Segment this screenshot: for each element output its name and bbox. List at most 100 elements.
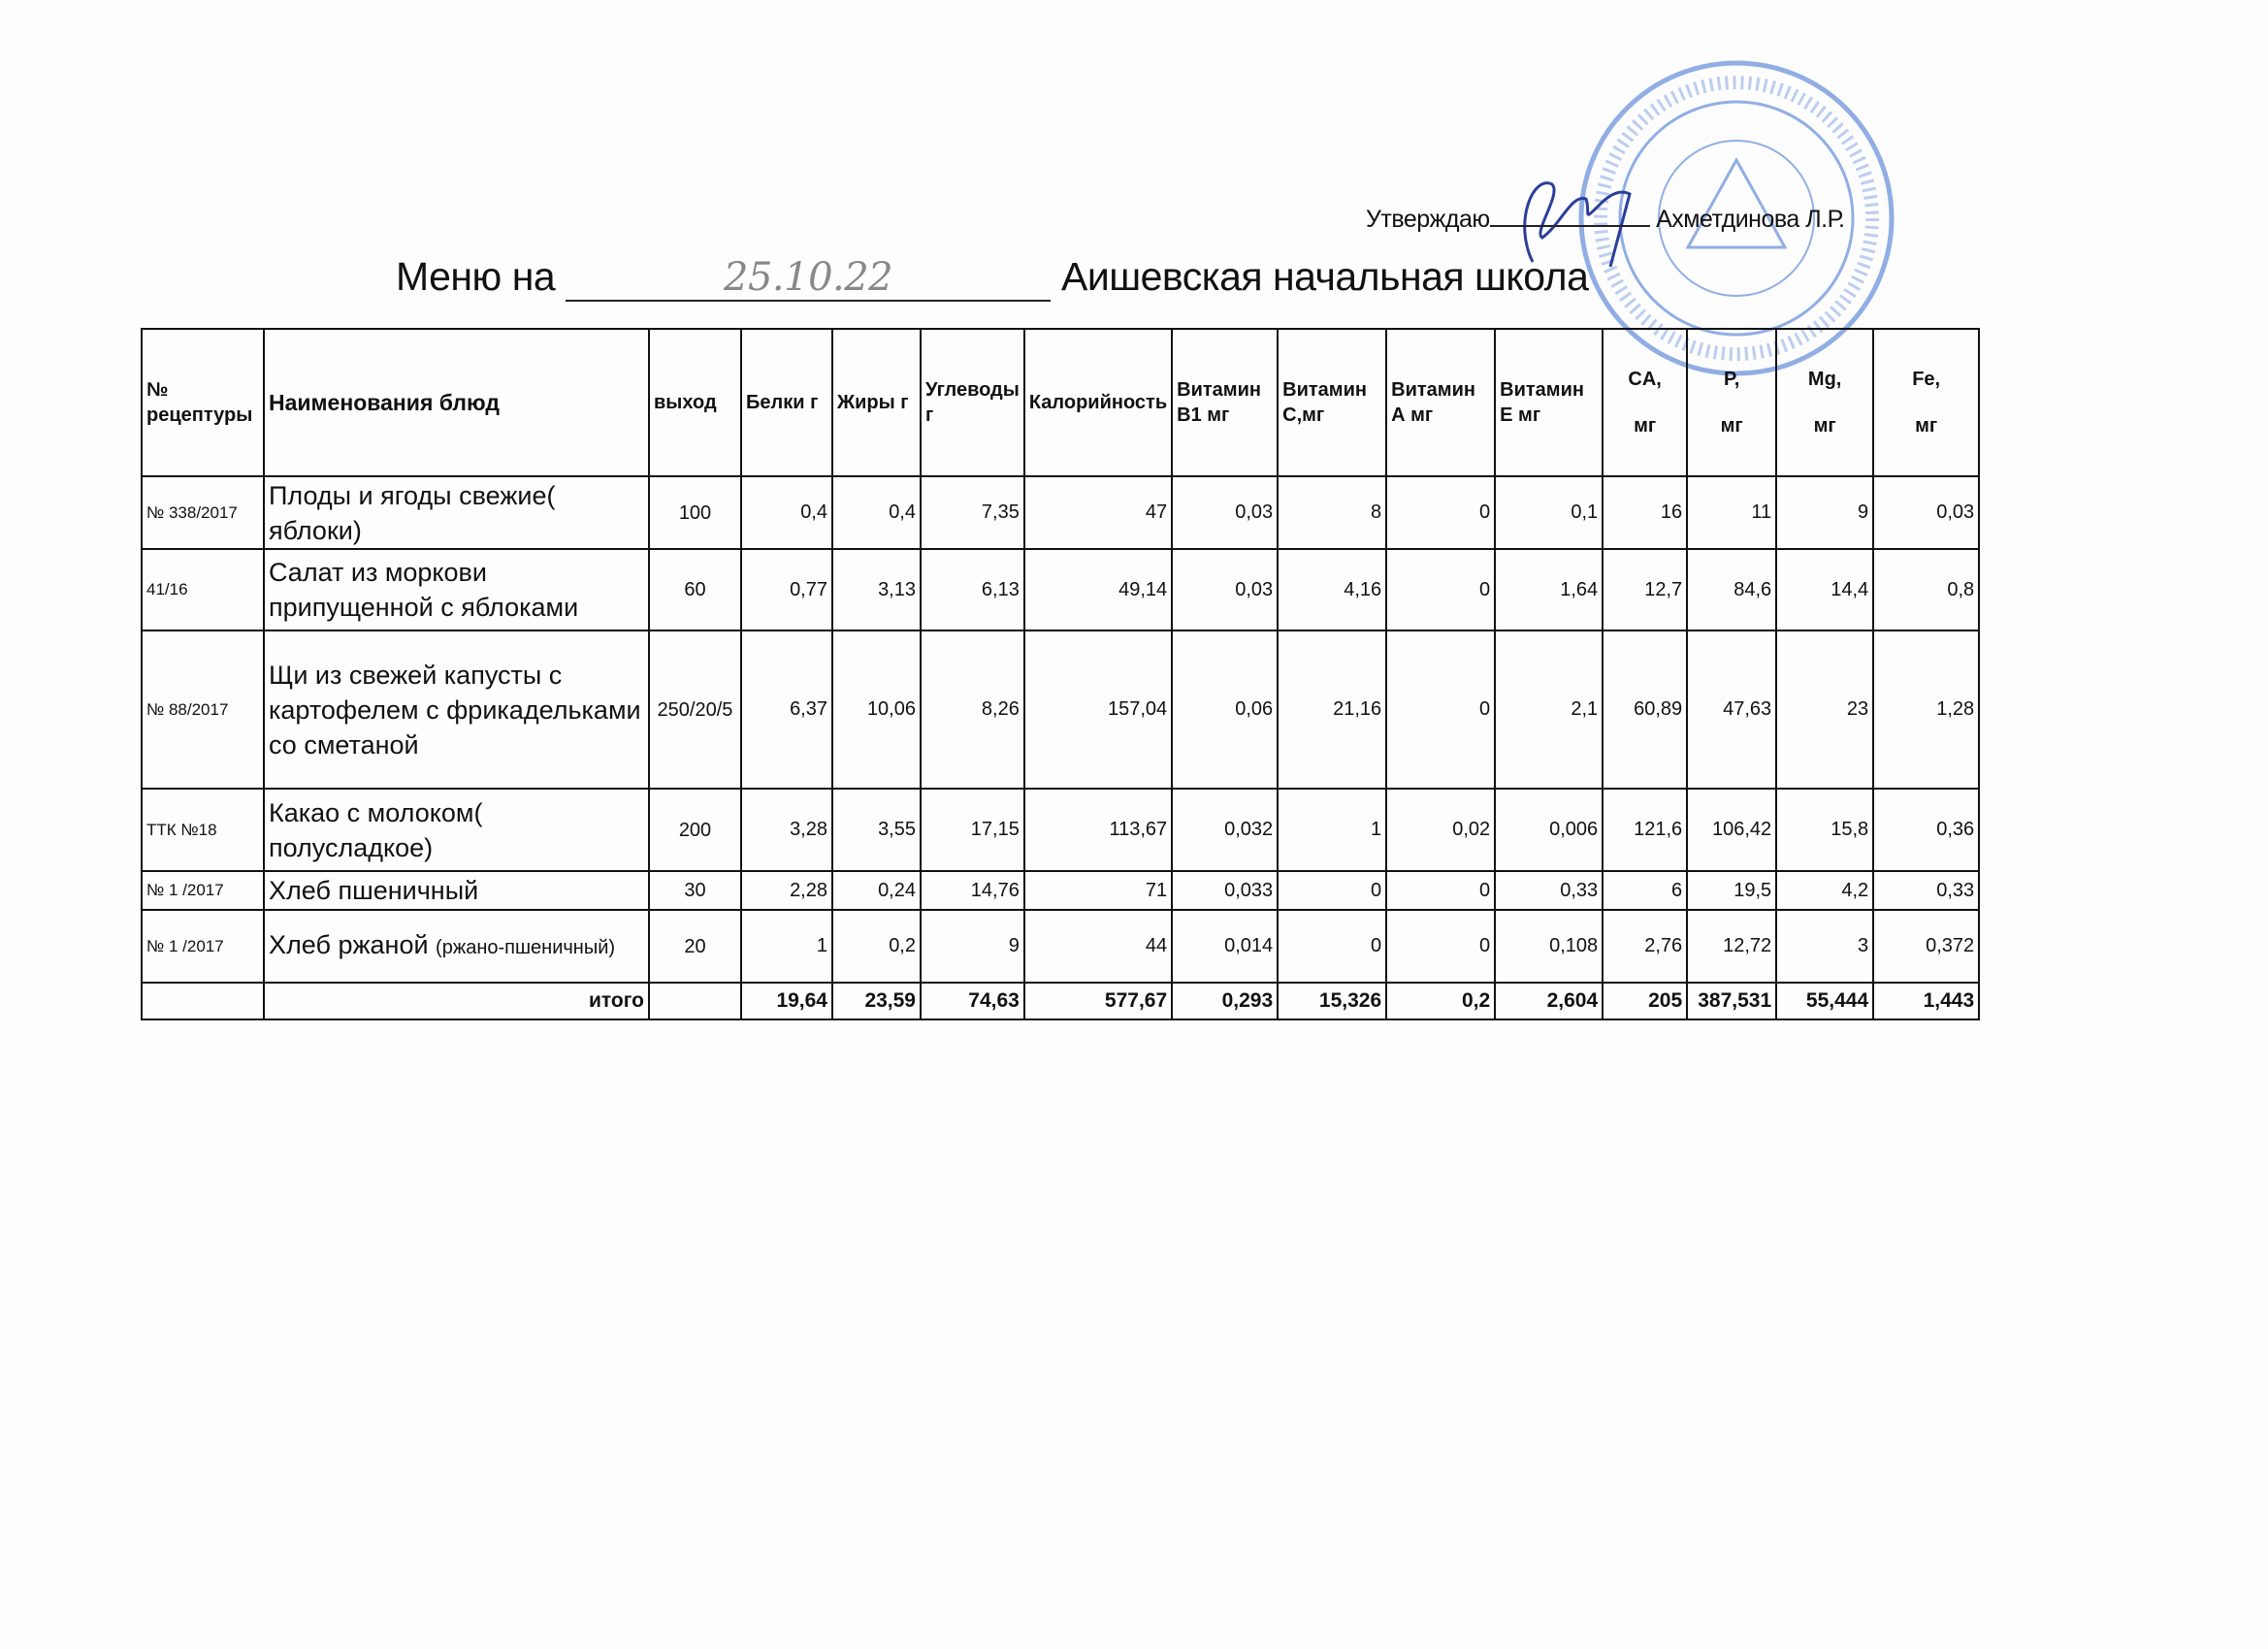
nutrient-value: 15,8	[1775, 788, 1875, 872]
dish-name-text: Хлеб ржаной	[269, 930, 437, 959]
nutrient-value: 3	[1775, 909, 1875, 984]
nutrient-value: 1,28	[1872, 630, 1981, 790]
nutrient-value: 14,76	[920, 870, 1025, 911]
nutrient-value: 47,63	[1686, 630, 1778, 790]
nutrient-value: 2,28	[740, 870, 833, 911]
nutrient-value: 6	[1602, 870, 1689, 911]
column-header: Витамин В1 мг	[1171, 328, 1280, 477]
total-value: 387,531	[1686, 982, 1778, 1020]
title-prefix: Меню на	[396, 254, 556, 299]
nutrient-value: 47	[1022, 475, 1174, 550]
nutrient-value: 121,6	[1602, 788, 1689, 872]
nutrient-value: 157,04	[1022, 630, 1174, 790]
page-title: Меню на 25.10.22 Аишевская начальная шко…	[396, 254, 1589, 302]
nutrient-value: 3,13	[831, 548, 922, 631]
column-header-text: Витамин В1 мг	[1177, 379, 1261, 426]
column-header-text: Калорийность	[1028, 392, 1168, 413]
total-value: 0,293	[1171, 982, 1280, 1020]
recipe-number: ТТК №18	[141, 788, 265, 872]
nutrient-value: 14,4	[1775, 548, 1875, 631]
nutrient-value: 0,02	[1385, 788, 1497, 872]
signature	[1523, 181, 1632, 268]
nutrient-value: 0	[1277, 870, 1388, 911]
dish-name-text: Плоды и ягоды свежие( яблоки)	[269, 480, 556, 545]
dish-name-note: (ржано-пшеничный)	[436, 937, 616, 958]
nutrient-value: 6,37	[740, 630, 833, 790]
dish-name: Хлеб пшеничный	[263, 870, 650, 911]
nutrient-value: 0,1	[1494, 475, 1604, 550]
nutrient-value: 0,03	[1171, 548, 1280, 631]
signature-line	[1489, 204, 1650, 227]
dish-name: Какао с молоком( полусладкое)	[263, 788, 650, 872]
nutrient-value: 3,55	[831, 788, 922, 872]
column-header-text: № рецептуры	[146, 379, 253, 426]
dish-name: Салат из моркови припущенной с яблоками	[263, 548, 650, 631]
column-header: выход	[648, 328, 742, 477]
nutrient-value: 0,032	[1171, 788, 1280, 872]
nutrient-value: 0	[1385, 909, 1497, 984]
nutrient-value: 16	[1602, 475, 1689, 550]
table-row: № 88/2017 Щи из свежей капусты с картофел…	[141, 630, 1981, 790]
recipe-number: № 1 /2017	[141, 870, 265, 911]
total-value: 19,64	[740, 982, 833, 1020]
column-header-text: Наименования блюд	[269, 390, 500, 415]
nutrient-value: 2,76	[1602, 909, 1689, 984]
table-row: № 1 /2017 Хлеб ржаной (ржано-пшеничный) 20…	[141, 909, 1981, 984]
column-header: Наименования блюд	[263, 328, 650, 477]
nutrient-value: 0,03	[1171, 475, 1280, 550]
column-header: Витамин А мг	[1385, 328, 1497, 477]
total-label: итого	[263, 982, 650, 1020]
column-header-text: Углеводы г	[925, 379, 1020, 426]
nutrient-value: 71	[1022, 870, 1174, 911]
column-header-text: Витамин Е мг	[1500, 379, 1584, 426]
recipe-number: № 88/2017	[141, 630, 265, 790]
total-value: 205	[1602, 982, 1689, 1020]
total-value: 1,443	[1872, 982, 1981, 1020]
column-header-unit: мг	[1813, 415, 1836, 436]
column-header: Mg, мг	[1775, 328, 1875, 477]
total-value: 15,326	[1277, 982, 1388, 1020]
nutrient-value: 1	[1277, 788, 1388, 872]
nutrient-value: 7,35	[920, 475, 1025, 550]
column-header: Белки г	[740, 328, 833, 477]
column-header-text: Витамин С,мг	[1282, 379, 1367, 426]
nutrient-value: 19,5	[1686, 870, 1778, 911]
column-header: Калорийность	[1022, 328, 1174, 477]
recipe-number: № 338/2017	[141, 475, 265, 550]
dish-name-text: Какао с молоком( полусладкое)	[269, 797, 483, 862]
dish-name-text: Салат из моркови припущенной с яблоками	[269, 558, 579, 622]
portion-value: 20	[648, 909, 742, 984]
nutrient-value: 0	[1385, 475, 1497, 550]
nutrient-value: 113,67	[1022, 788, 1174, 872]
nutrient-value: 44	[1022, 909, 1174, 984]
nutrient-value: 84,6	[1686, 548, 1778, 631]
column-header-text: P,	[1723, 369, 1740, 390]
nutrient-value: 9	[1775, 475, 1875, 550]
table-row: № 338/2017 Плоды и ягоды свежие( яблоки) 1…	[141, 475, 1981, 550]
school-name: Аишевская начальная школа	[1060, 254, 1589, 299]
nutrient-value: 8	[1277, 475, 1388, 550]
total-value: 577,67	[1022, 982, 1174, 1020]
column-header-unit: мг	[1634, 415, 1657, 436]
nutrient-value: 3,28	[740, 788, 833, 872]
nutrient-value: 1,64	[1494, 548, 1604, 631]
nutrient-value: 0,06	[1171, 630, 1280, 790]
nutrient-value: 0,4	[831, 475, 922, 550]
nutrient-value: 0,033	[1171, 870, 1280, 911]
column-header-text: Mg,	[1807, 369, 1842, 390]
dish-name: Щи из свежей капусты с картофелем с фрик…	[263, 630, 650, 790]
nutrient-value: 0,24	[831, 870, 922, 911]
dish-name-text: Щи из свежей капусты с картофелем с фрик…	[269, 660, 641, 760]
nutrient-value: 0,36	[1872, 788, 1981, 872]
column-header-unit: мг	[1915, 415, 1938, 436]
nutrient-value: 1	[740, 909, 833, 984]
column-header-unit: мг	[1720, 415, 1743, 436]
menu-date: 25.10.22	[566, 255, 1052, 302]
portion-value: 60	[648, 548, 742, 631]
total-value: 2,604	[1494, 982, 1604, 1020]
column-header-text: Витамин А мг	[1391, 379, 1475, 426]
dish-name: Плоды и ягоды свежие( яблоки)	[263, 475, 650, 550]
dish-name: Хлеб ржаной (ржано-пшеничный)	[263, 909, 650, 984]
nutrient-value: 12,7	[1602, 548, 1689, 631]
nutrient-value: 60,89	[1602, 630, 1689, 790]
